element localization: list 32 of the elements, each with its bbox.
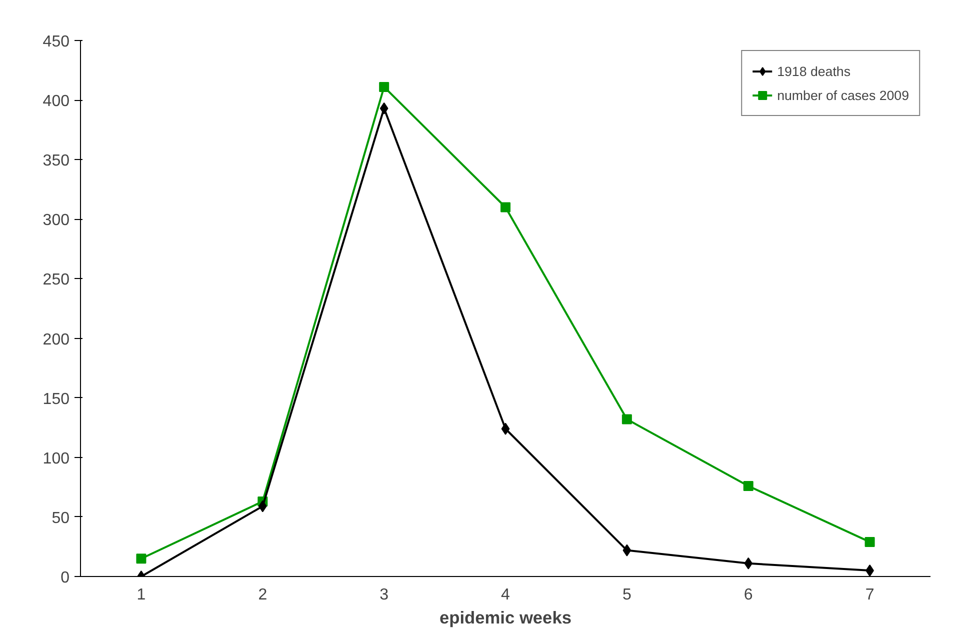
- x-tick-label: 3: [380, 586, 389, 604]
- y-tick-label: 0: [60, 570, 70, 586]
- point: [136, 554, 146, 564]
- point: [743, 480, 754, 491]
- x-tick-label: 6: [744, 586, 753, 604]
- x-tick-label: 5: [622, 586, 632, 604]
- point: [744, 557, 753, 570]
- y-tick-label: 450: [42, 34, 70, 50]
- point: [379, 82, 390, 92]
- legend-label: 1918 deaths: [777, 64, 850, 78]
- x-tick-label: 7: [865, 586, 874, 604]
- point: [864, 536, 875, 547]
- point: [258, 500, 267, 512]
- x-tick-label: 2: [258, 586, 268, 604]
- y-tick-label: 200: [42, 331, 70, 348]
- y-tick-label: 400: [42, 93, 70, 110]
- point: [500, 202, 510, 212]
- x-tick-label: 1: [136, 586, 146, 604]
- y-tick-label: 100: [42, 450, 70, 468]
- point: [380, 102, 388, 114]
- y-tick-label: 350: [42, 152, 70, 170]
- x-tick-label: 4: [501, 586, 510, 604]
- y-tick-label: 250: [42, 272, 70, 289]
- x-axis-title: epidemic weeks: [440, 608, 572, 628]
- point: [622, 544, 632, 556]
- y-tick-label: 150: [42, 390, 70, 408]
- point: [501, 422, 510, 435]
- y-tick-label: 50: [52, 510, 70, 527]
- y-tick-label: 300: [42, 212, 70, 230]
- legend-label: number of cases 2009: [777, 88, 909, 102]
- point: [866, 564, 874, 576]
- point: [622, 414, 632, 424]
